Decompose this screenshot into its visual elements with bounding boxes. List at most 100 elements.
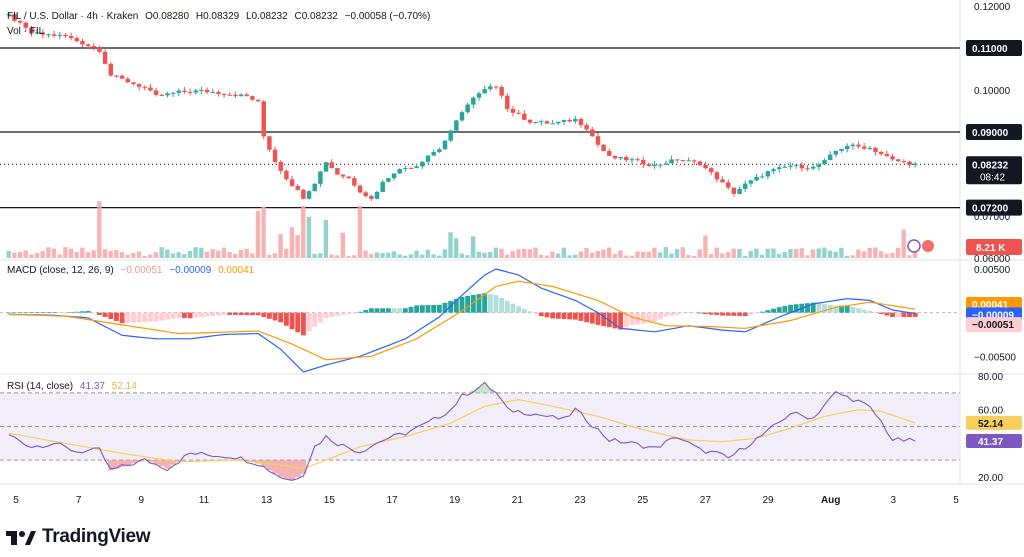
volume-bar: [810, 249, 816, 258]
time-tick-label: 23: [574, 495, 586, 506]
candle-body: [352, 178, 357, 186]
volume-bar: [737, 249, 742, 258]
candle-body: [125, 78, 131, 83]
rsi-oversold-fill: [170, 460, 177, 465]
rsi-overbought-fill: [476, 387, 483, 393]
candle-body: [827, 154, 833, 161]
volume-bar: [284, 248, 289, 258]
tradingview-logo[interactable]: TradingView: [6, 526, 151, 548]
volume-bar: [363, 250, 368, 258]
event-icon[interactable]: [922, 240, 934, 252]
volume-bar: [674, 249, 680, 258]
volume-bar: [301, 205, 306, 258]
macd-histogram-bar: [720, 312, 726, 316]
volume-bar: [74, 252, 79, 258]
candles[interactable]: [6, 11, 918, 201]
volume-bar: [697, 249, 702, 258]
volume-bar: [538, 254, 544, 258]
volume-bar: [289, 227, 295, 258]
candle-body: [856, 144, 861, 147]
macd-histogram-bar: [283, 312, 289, 326]
macd-header: MACD (close, 12, 26, 9) −0.00051 −0.0000…: [7, 265, 258, 276]
macd-signal-tag-label: 0.00041: [972, 300, 1009, 311]
close-value: C0.08232: [294, 11, 338, 22]
macd-histogram-bar: [238, 312, 244, 316]
candle-body: [97, 47, 102, 52]
macd-histogram-bar: [249, 312, 255, 316]
volume-bar: [601, 249, 606, 258]
volume-bar: [833, 251, 838, 258]
candle-body: [754, 176, 759, 181]
macd-tick-label: 0.00500: [974, 265, 1011, 276]
candle-body: [199, 89, 204, 91]
candle-body: [709, 168, 714, 173]
macd-histogram-bar: [261, 312, 267, 317]
volume-bar: [748, 250, 753, 258]
macd-histogram-bar: [114, 312, 119, 322]
macd-histogram-bar: [215, 312, 221, 316]
rsi-tag-label: 41.37: [978, 437, 1003, 448]
level-tag-label: 0.09000: [972, 128, 1009, 139]
brand-name: TradingView: [42, 526, 151, 547]
volume-bar: [23, 250, 28, 258]
volume-bar: [561, 247, 566, 258]
macd-histogram-bar: [765, 310, 771, 313]
candle-body: [136, 83, 142, 87]
volume-bar: [680, 247, 685, 258]
macd-histogram-bar: [289, 312, 295, 330]
volume-bar: [476, 251, 482, 258]
candle-body: [561, 120, 567, 122]
candle-body: [850, 144, 856, 147]
volume-bar: [663, 247, 668, 258]
last-price-label: 0.08232: [972, 160, 1009, 171]
candle-body: [329, 162, 334, 169]
candle-body: [833, 150, 839, 155]
time-tick-label: 5: [953, 495, 959, 506]
candle-body: [550, 123, 555, 125]
candle-body: [34, 32, 40, 34]
volume-bar: [255, 210, 261, 258]
macd-histogram-bar: [487, 294, 493, 313]
macd-histogram-bar: [74, 311, 80, 313]
macd-histogram-bar: [136, 312, 142, 323]
rsi-oversold-fill: [107, 460, 114, 471]
macd-histogram-bar: [567, 312, 573, 320]
candle-body: [238, 94, 244, 97]
macd-histogram-bar: [748, 312, 754, 315]
volume-bar: [867, 247, 872, 258]
macd-histogram-bar: [816, 303, 822, 313]
candle-body: [652, 164, 657, 166]
volume-bar: [312, 253, 317, 258]
macd-histogram-bar: [776, 307, 782, 313]
volume-bar: [357, 205, 363, 258]
macd-histogram-bar: [907, 312, 912, 317]
macd-histogram-bar: [125, 312, 131, 323]
macd-histogram-bar: [561, 312, 567, 320]
macd-histogram-bar: [170, 312, 176, 319]
macd-histogram-bar: [476, 294, 482, 313]
candle-body: [431, 152, 436, 156]
alert-icon[interactable]: [907, 239, 921, 253]
time-tick-label: 11: [199, 495, 210, 506]
macd-histogram-bar: [187, 312, 193, 319]
volume-bar: [119, 252, 125, 258]
macd-histogram-bar: [850, 306, 856, 313]
rsi-header: RSI (14, close) 41.37 52.14: [7, 381, 141, 392]
volume-bar: [165, 249, 170, 258]
volume-bar: [589, 252, 595, 258]
volume-bar: [629, 255, 634, 258]
volume-label: Vol · FIL: [7, 26, 45, 37]
candle-body: [403, 167, 408, 170]
macd-histogram-bar: [391, 308, 397, 313]
volume-bar: [448, 232, 453, 258]
volume-bar: [907, 255, 912, 258]
macd-hist-tag: [966, 317, 1022, 333]
level-tag-label: 0.11000: [972, 44, 1008, 55]
candle-body: [476, 93, 482, 98]
volume-bar: [204, 251, 210, 258]
macd-histogram-bar: [901, 312, 907, 317]
price-tick-label: 0.12000: [974, 2, 1011, 13]
macd-histogram-bar: [725, 312, 731, 316]
candle-body: [102, 51, 108, 64]
